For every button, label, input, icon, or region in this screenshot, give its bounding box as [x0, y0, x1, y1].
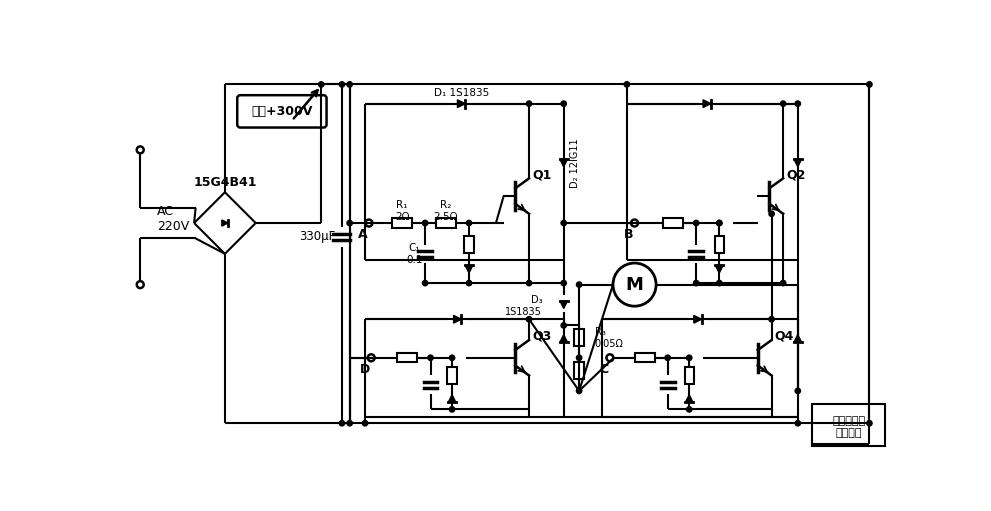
- Circle shape: [449, 407, 455, 412]
- Text: Q1: Q1: [532, 168, 552, 181]
- Polygon shape: [560, 335, 568, 342]
- Polygon shape: [454, 315, 461, 323]
- Text: D: D: [360, 363, 371, 376]
- Circle shape: [561, 323, 567, 328]
- Circle shape: [716, 220, 722, 226]
- Bar: [448, 367, 457, 384]
- Circle shape: [318, 82, 324, 87]
- Circle shape: [781, 281, 786, 286]
- Circle shape: [795, 101, 801, 106]
- Text: M: M: [625, 275, 643, 294]
- Circle shape: [687, 355, 692, 360]
- Bar: [397, 353, 417, 362]
- Circle shape: [795, 421, 801, 426]
- Text: 330μF: 330μF: [299, 230, 336, 243]
- Circle shape: [347, 421, 353, 426]
- Bar: [574, 362, 584, 379]
- Circle shape: [467, 220, 472, 226]
- Bar: [663, 218, 683, 227]
- Circle shape: [561, 281, 567, 286]
- Text: R₂
2.5Ω: R₂ 2.5Ω: [434, 200, 458, 221]
- Circle shape: [769, 211, 774, 217]
- Circle shape: [561, 220, 567, 226]
- Circle shape: [347, 220, 353, 226]
- Text: D₁ 1S1835: D₁ 1S1835: [434, 88, 489, 98]
- Bar: [812, 404, 885, 446]
- Bar: [392, 218, 412, 227]
- Polygon shape: [716, 265, 723, 273]
- Bar: [715, 236, 723, 253]
- Circle shape: [694, 220, 699, 226]
- Text: R₁
2Ω: R₁ 2Ω: [394, 200, 409, 221]
- Circle shape: [428, 355, 433, 360]
- Circle shape: [716, 281, 722, 286]
- Circle shape: [867, 82, 872, 87]
- Circle shape: [769, 317, 774, 322]
- Text: B: B: [623, 228, 633, 241]
- Circle shape: [561, 101, 567, 106]
- Circle shape: [363, 421, 368, 426]
- FancyBboxPatch shape: [237, 95, 327, 128]
- Circle shape: [795, 388, 801, 393]
- Circle shape: [526, 317, 532, 322]
- Circle shape: [467, 281, 472, 286]
- Text: AC
220V: AC 220V: [158, 205, 189, 233]
- Circle shape: [339, 82, 345, 87]
- Circle shape: [694, 281, 699, 286]
- Circle shape: [781, 101, 786, 106]
- Bar: [574, 329, 584, 346]
- Bar: [465, 236, 474, 253]
- Polygon shape: [703, 100, 711, 107]
- Bar: [685, 367, 694, 384]
- Text: C: C: [600, 363, 608, 376]
- Text: A: A: [358, 228, 368, 241]
- Circle shape: [526, 281, 532, 286]
- Text: C₁
0.1: C₁ 0.1: [406, 243, 422, 265]
- Polygon shape: [686, 394, 693, 403]
- Circle shape: [687, 407, 692, 412]
- Circle shape: [867, 421, 872, 426]
- Bar: [436, 218, 456, 227]
- Circle shape: [577, 282, 582, 287]
- Circle shape: [449, 355, 455, 360]
- Text: D₃
1S1835: D₃ 1S1835: [505, 295, 542, 317]
- Circle shape: [577, 388, 582, 393]
- Polygon shape: [794, 335, 802, 342]
- Text: R₃
0.05Ω: R₃ 0.05Ω: [595, 327, 623, 349]
- Polygon shape: [794, 159, 802, 167]
- Circle shape: [339, 421, 345, 426]
- Polygon shape: [222, 220, 228, 226]
- Polygon shape: [448, 394, 456, 403]
- Text: 电动机方向
控制电路: 电动机方向 控制电路: [832, 416, 865, 438]
- Bar: [634, 353, 655, 362]
- Text: 直流+300V: 直流+300V: [251, 105, 312, 118]
- Text: Q4: Q4: [775, 330, 794, 343]
- Polygon shape: [694, 315, 702, 323]
- Circle shape: [422, 281, 428, 286]
- Text: Q2: Q2: [786, 168, 806, 181]
- Circle shape: [347, 82, 353, 87]
- Text: Q3: Q3: [532, 330, 551, 343]
- Circle shape: [422, 220, 428, 226]
- Text: 15G4B41: 15G4B41: [193, 176, 257, 190]
- Circle shape: [716, 220, 722, 226]
- Circle shape: [624, 82, 629, 87]
- Text: D₂ 12IG11: D₂ 12IG11: [570, 138, 580, 188]
- Polygon shape: [458, 100, 465, 107]
- Polygon shape: [560, 159, 568, 167]
- Circle shape: [577, 355, 582, 360]
- Polygon shape: [560, 301, 568, 309]
- Circle shape: [665, 355, 670, 360]
- Polygon shape: [465, 265, 473, 273]
- Circle shape: [526, 101, 532, 106]
